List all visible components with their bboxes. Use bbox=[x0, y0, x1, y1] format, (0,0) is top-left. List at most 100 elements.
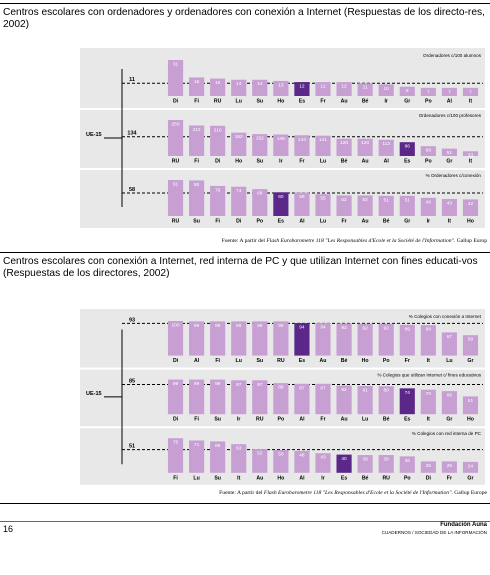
chart2-bar-value: 66 bbox=[447, 393, 453, 399]
chart1-bar-value: 149 bbox=[277, 136, 285, 142]
chart1-bar-value: 8 bbox=[406, 88, 409, 94]
chart1-bar-value: 68 bbox=[426, 148, 432, 154]
chart1-bar-value: 250 bbox=[172, 122, 180, 128]
chart2-category-label: Su bbox=[214, 475, 221, 481]
chart1-bar-value: 212 bbox=[193, 127, 201, 133]
chart2-category-label: It bbox=[427, 417, 430, 423]
chart2-panel-title: % Colegios que utilizan Internet c/ fine… bbox=[377, 373, 481, 378]
chart2-category-label: Gr bbox=[467, 475, 473, 481]
chart1-bar-value: 16 bbox=[194, 79, 200, 85]
chart1-category-label: Al bbox=[447, 99, 453, 105]
chart2-bar bbox=[441, 391, 457, 415]
chart1-category-label: Bé bbox=[362, 99, 369, 105]
chart1-bar-value: 7 bbox=[427, 89, 430, 95]
chart2-bar-value: 69 bbox=[215, 443, 221, 449]
chart2-category-label: Su bbox=[256, 358, 263, 364]
chart1-bar bbox=[167, 120, 184, 156]
chart1-svg: Ordenadores c/100 alumnos 11 31 Di 16 Fi 15 RU 1… bbox=[80, 48, 485, 228]
chart2-category-label: Gr bbox=[467, 358, 473, 364]
chart1-category-label: Gr bbox=[404, 219, 410, 225]
chart1-category-label: Fi bbox=[194, 159, 199, 165]
chart2-title: Centros escolares con conexión a Interne… bbox=[3, 256, 478, 279]
chart1-bar bbox=[378, 139, 394, 156]
chart2-bar bbox=[378, 386, 394, 415]
chart2-bar bbox=[357, 323, 373, 356]
chart1-bar-value: 141 bbox=[319, 137, 327, 143]
chart1-title: Centros escolares con ordenadores y orde… bbox=[3, 7, 485, 30]
chart1-category-label: Bé bbox=[383, 219, 390, 225]
chart2-category-label: Su bbox=[214, 417, 221, 423]
chart1-source-suffix: . Gallup Europ bbox=[453, 238, 487, 244]
chart1-eu-value: 58 bbox=[129, 187, 135, 193]
chart1-bar bbox=[357, 138, 373, 156]
chart1-category-label: Fi bbox=[194, 99, 199, 105]
chart2-category-label: Fi bbox=[194, 417, 199, 423]
chart1-bar-value: 33 bbox=[468, 153, 474, 159]
chart2-bar-value: 94 bbox=[320, 325, 326, 331]
chart1-category-label: Ir bbox=[427, 219, 430, 225]
chart1-category-label: Es bbox=[404, 159, 410, 165]
chart1-bar bbox=[441, 87, 457, 96]
chart1-category-label: Au bbox=[341, 99, 348, 105]
chart2-bar bbox=[273, 383, 289, 415]
chart2-eu-value: 93 bbox=[129, 317, 135, 323]
chart2-bar-value: 99 bbox=[236, 323, 242, 329]
chart2-bar-value: 80 bbox=[384, 388, 390, 394]
chart1-bar bbox=[189, 77, 205, 96]
chart1-source-italic: Flash Eurobarometre 118 "Les Responsable… bbox=[266, 238, 454, 244]
chart1-category-label: Ir bbox=[279, 159, 282, 165]
chart1-bar-value: 162 bbox=[235, 134, 243, 140]
chart2-bar bbox=[210, 441, 226, 473]
chart2-bar bbox=[420, 461, 436, 473]
bottom-rule bbox=[0, 503, 490, 504]
chart1-category-label: Fr bbox=[320, 99, 325, 105]
chart1-bar-value: 144 bbox=[298, 137, 306, 143]
chart2-category-label: RU bbox=[277, 358, 285, 364]
chart2-bar-value: 99 bbox=[215, 381, 221, 387]
chart2-category-label: Bé bbox=[362, 475, 369, 481]
chart2-bar bbox=[462, 335, 479, 356]
chart1-bar bbox=[167, 180, 184, 216]
chart2-category-label: Es bbox=[341, 475, 347, 481]
chart2-eu-value: 51 bbox=[129, 444, 135, 450]
chart1-bar-value: 52 bbox=[341, 197, 347, 203]
chart1-panel-title: % Ordenadores c/conexión bbox=[426, 173, 482, 178]
chart1-bar bbox=[420, 197, 436, 216]
chart1-bar-value: 91 bbox=[173, 182, 179, 188]
chart1-bar bbox=[189, 125, 205, 156]
chart2-bar-value: 59 bbox=[468, 337, 474, 343]
chart1-bar bbox=[357, 195, 373, 216]
chart1-category-label: Gr bbox=[404, 99, 410, 105]
chart1-category-label: It bbox=[448, 219, 451, 225]
chart2-bar bbox=[336, 323, 352, 356]
chart1-category-label: It bbox=[469, 159, 472, 165]
chart2-category-label: Di bbox=[426, 475, 432, 481]
chart2-category-label: Lu bbox=[362, 417, 368, 423]
chart2-category-label: Fi bbox=[215, 358, 220, 364]
chart1-bar bbox=[399, 86, 415, 96]
chart2-bar-value: 43 bbox=[320, 455, 326, 461]
chart1-eu-value: 11 bbox=[129, 77, 135, 83]
chart2-bar-value: 88 bbox=[426, 327, 432, 333]
chart1-bar bbox=[273, 80, 289, 96]
chart2-bar-value: 87 bbox=[299, 385, 305, 391]
chart1-category-label: Fr bbox=[299, 159, 304, 165]
chart2: % Colegios con conexión a Internet 93 100 D… bbox=[80, 309, 485, 485]
chart2-bar bbox=[167, 438, 184, 473]
chart1-bar bbox=[252, 79, 268, 96]
chart2-bar bbox=[336, 385, 352, 415]
chart2-category-label: Po bbox=[383, 358, 390, 364]
chart1-bar bbox=[231, 132, 247, 156]
chart2-bar-value: 71 bbox=[194, 442, 200, 448]
chart1-category-label: It bbox=[469, 99, 472, 105]
chart1-bar bbox=[378, 84, 394, 96]
chart1-bar-value: 42 bbox=[468, 201, 474, 207]
chart2-category-label: Fi bbox=[173, 475, 178, 481]
chart2-bar-value: 99 bbox=[257, 323, 263, 329]
chart2-svg: % Colegios con conexión a Internet 93 100 D… bbox=[80, 309, 485, 485]
chart2-bar-value: 76 bbox=[173, 440, 179, 446]
chart1-category-label: Po bbox=[256, 219, 263, 225]
chart2-bar-value: 82 bbox=[341, 387, 347, 393]
chart1-category-label: Au bbox=[362, 219, 369, 225]
chart1-category-label: Po bbox=[425, 159, 432, 165]
